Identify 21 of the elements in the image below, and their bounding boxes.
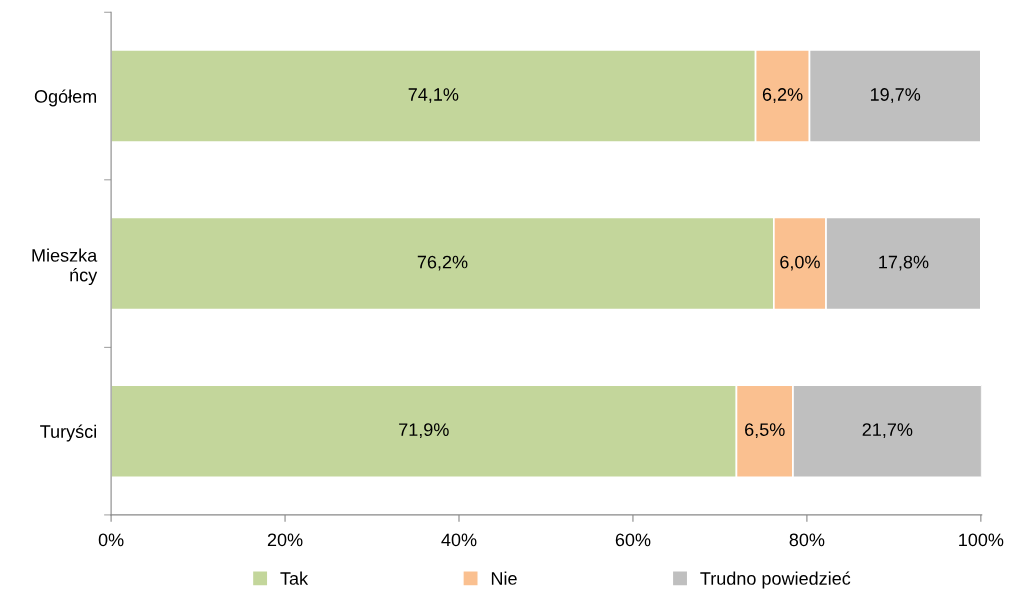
data-label: 6,2% — [762, 88, 803, 104]
legend-label: Trudno powiedzieć — [700, 571, 851, 589]
data-label: 76,2% — [417, 255, 468, 271]
data-label: 6,0% — [780, 255, 820, 271]
y-tick-label: Ogółem — [34, 89, 97, 107]
legend-label: Tak — [280, 571, 309, 585]
x-tick-label: 80% — [789, 533, 825, 547]
legend-label: Nie — [491, 571, 517, 585]
data-label: 17,8% — [879, 255, 929, 271]
data-label: 71,9% — [399, 423, 449, 439]
x-tick-label: 40% — [441, 533, 477, 547]
data-label: 19,7% — [870, 88, 921, 104]
x-tick-label: 0% — [98, 533, 124, 547]
y-tick-label: Mieszka ńcy — [32, 248, 98, 286]
data-label: 74,1% — [408, 88, 459, 104]
data-label: 6,5% — [745, 423, 785, 439]
data-label: 21,7% — [862, 423, 913, 439]
y-tick-label: Turyści — [40, 424, 96, 442]
x-tick-label: 60% — [615, 533, 651, 547]
x-tick-label: 20% — [267, 533, 303, 547]
x-tick-label: 100% — [959, 533, 1004, 547]
